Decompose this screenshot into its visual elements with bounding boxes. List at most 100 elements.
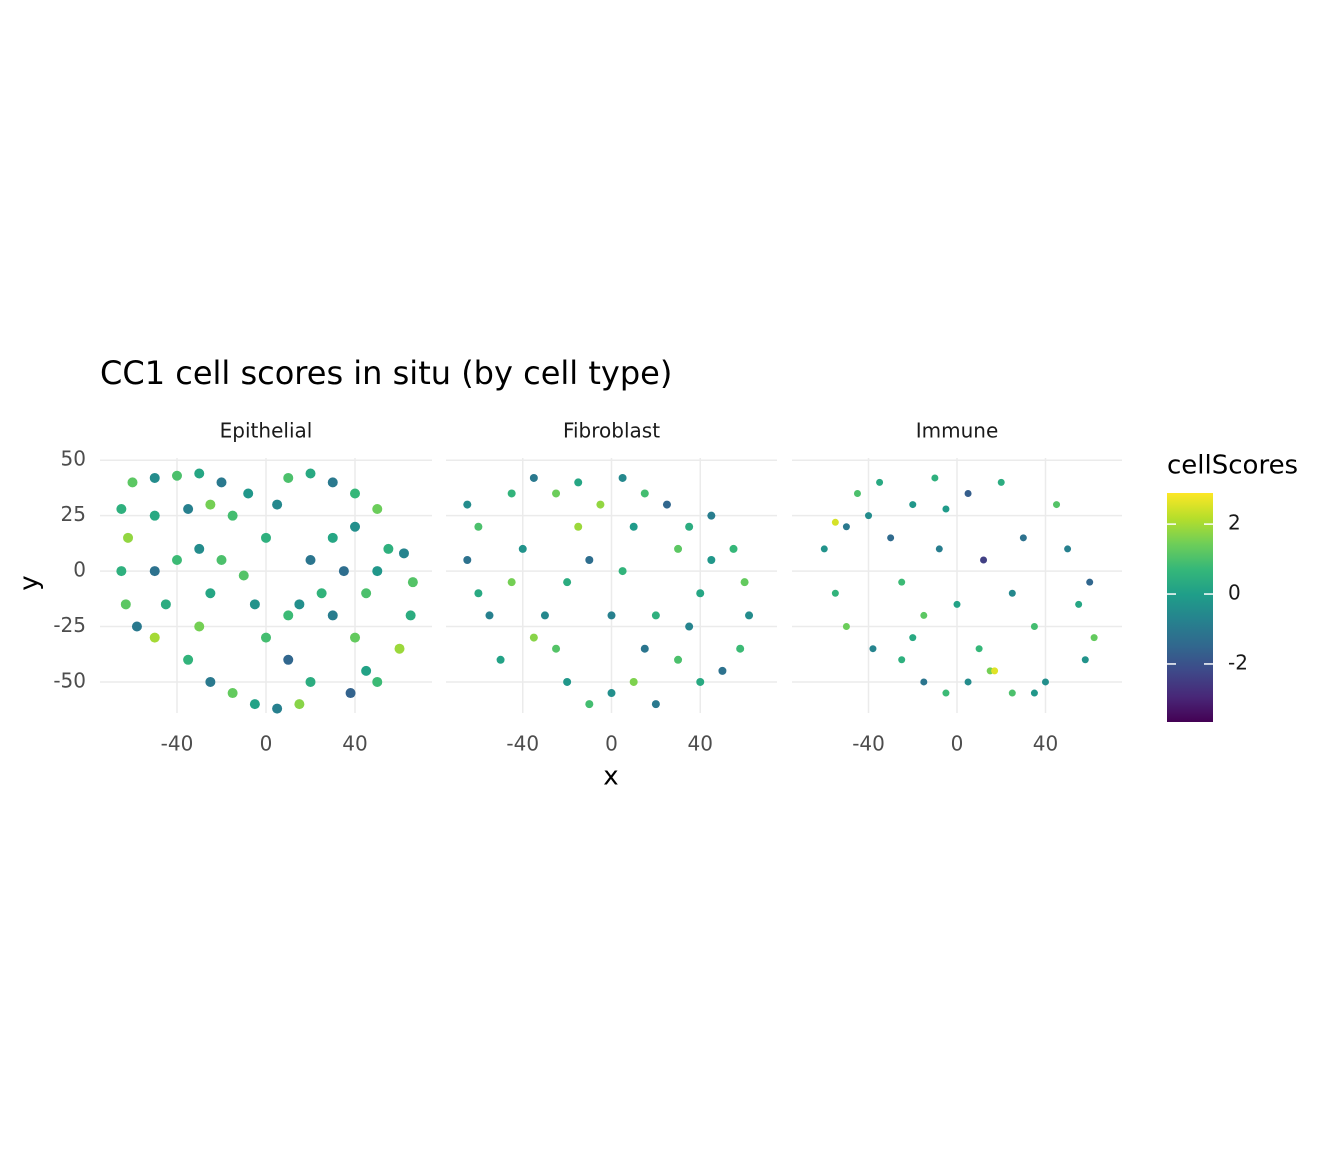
point — [674, 544, 683, 553]
point — [964, 678, 972, 686]
point — [607, 689, 616, 698]
point — [372, 504, 383, 514]
point — [651, 611, 660, 620]
point — [540, 611, 549, 620]
point — [1008, 589, 1016, 597]
point — [920, 678, 928, 686]
point — [651, 700, 660, 709]
point — [1064, 545, 1072, 553]
colorbar-tick-label: -2 — [1228, 650, 1248, 674]
point — [305, 468, 316, 479]
point — [216, 477, 227, 488]
point — [629, 522, 638, 531]
point — [842, 523, 850, 531]
point — [1008, 689, 1016, 697]
facet-label: Epithelial — [220, 419, 313, 443]
point — [463, 500, 472, 509]
y-tick-label: -25 — [53, 613, 86, 637]
colorbar — [1167, 493, 1213, 722]
colorbar-tick-label: 0 — [1228, 581, 1241, 605]
point — [474, 589, 483, 598]
point — [407, 577, 418, 588]
y-tick-label: -50 — [53, 668, 86, 692]
point — [394, 643, 405, 654]
colorbar-tick-label: 2 — [1228, 511, 1241, 535]
point — [552, 644, 561, 653]
point — [898, 656, 906, 664]
y-tick-label: 25 — [61, 502, 86, 526]
point — [674, 655, 683, 664]
x-tick-label: 40 — [688, 732, 713, 756]
point — [327, 477, 338, 488]
y-tick-label: 0 — [73, 558, 86, 582]
point — [585, 556, 594, 564]
point — [563, 677, 572, 686]
point — [518, 544, 527, 553]
point — [283, 654, 294, 665]
point — [920, 611, 928, 619]
point — [507, 578, 516, 587]
point — [685, 622, 694, 631]
point — [563, 578, 572, 587]
point — [1030, 689, 1038, 697]
point — [183, 654, 194, 665]
point — [820, 545, 828, 553]
point — [205, 499, 216, 510]
point — [372, 676, 383, 687]
point — [718, 666, 727, 675]
x-tick-label: 40 — [342, 732, 367, 756]
point — [272, 703, 283, 714]
point — [194, 543, 205, 554]
x-tick-label: 0 — [605, 732, 618, 756]
point — [305, 555, 316, 565]
point — [361, 588, 372, 599]
point — [149, 632, 160, 643]
x-tick-label: -40 — [161, 732, 194, 756]
point — [574, 478, 583, 487]
point — [1090, 634, 1098, 642]
point — [316, 588, 327, 599]
point — [205, 676, 216, 687]
x-axis-label: x — [603, 762, 618, 792]
point — [272, 499, 283, 510]
point — [842, 623, 850, 631]
point — [909, 501, 917, 509]
point — [507, 489, 516, 498]
point — [685, 522, 694, 531]
x-tick-label: 0 — [951, 732, 964, 756]
point — [865, 512, 873, 520]
point — [183, 504, 194, 514]
point — [931, 474, 939, 482]
point — [898, 578, 906, 586]
point — [1030, 623, 1038, 631]
point — [696, 589, 705, 598]
point — [249, 699, 260, 710]
chart-title: CC1 cell scores in situ (by cell type) — [100, 354, 672, 392]
point — [640, 644, 649, 653]
point — [574, 522, 583, 531]
point — [294, 599, 305, 610]
point — [585, 700, 594, 709]
point — [238, 570, 249, 581]
point — [831, 589, 839, 597]
point — [935, 545, 943, 553]
x-tick-label: -40 — [506, 732, 539, 756]
point — [964, 489, 972, 497]
point — [305, 676, 316, 687]
point — [123, 532, 134, 543]
point — [474, 522, 483, 531]
point — [283, 472, 294, 483]
facet-label: Fibroblast — [563, 419, 660, 443]
point — [463, 556, 472, 564]
point — [552, 489, 561, 498]
point — [1053, 501, 1061, 509]
point — [1019, 534, 1027, 542]
point — [216, 555, 227, 565]
point — [975, 645, 983, 653]
point — [120, 599, 131, 610]
point — [383, 543, 394, 554]
point — [1081, 656, 1089, 664]
point — [887, 534, 895, 542]
point — [194, 621, 205, 632]
